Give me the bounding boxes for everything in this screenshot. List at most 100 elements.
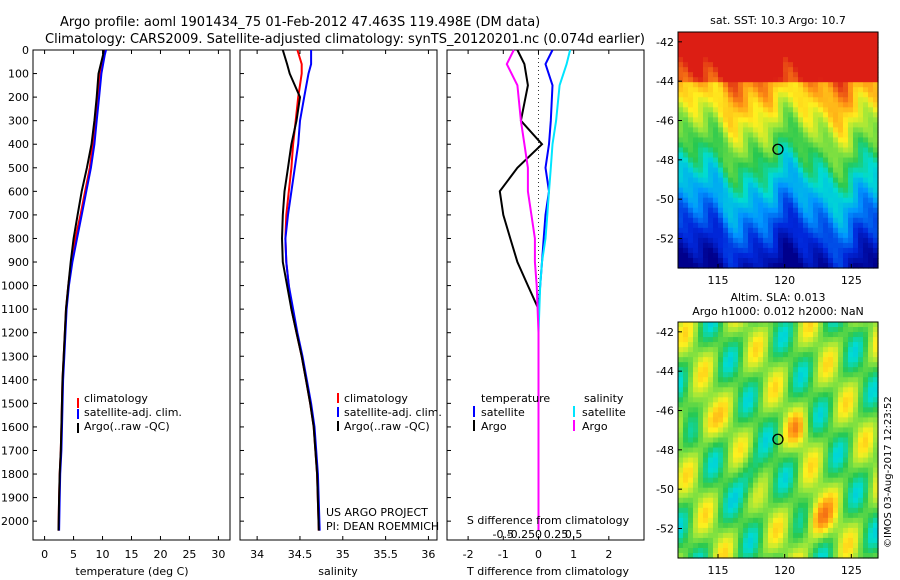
map-cell [813, 492, 819, 499]
map-cell [778, 167, 784, 174]
map-cell [873, 362, 879, 368]
map-cell [768, 452, 774, 459]
map-cell [773, 147, 779, 154]
map-cell [833, 107, 839, 113]
map-cell [803, 472, 809, 479]
map-cell [763, 42, 769, 48]
map-cell [813, 42, 819, 48]
map-cell [828, 67, 834, 73]
map-cell [743, 72, 749, 78]
map-cell [748, 207, 754, 214]
map-cell [743, 47, 749, 53]
map-cell [833, 367, 839, 373]
map-cell [853, 517, 859, 524]
map-cell [733, 532, 739, 539]
map-cell [793, 522, 799, 529]
map-cell [688, 407, 694, 413]
map-cell [823, 517, 829, 524]
map-cell [683, 332, 689, 338]
map-cell [713, 197, 719, 204]
map-cell [688, 162, 694, 169]
map-cell [843, 257, 849, 264]
map-cell [843, 527, 849, 534]
map-cell [843, 52, 849, 58]
map-cell [763, 77, 769, 83]
map-cell [703, 452, 709, 459]
map-cell [798, 47, 804, 53]
map-cell [683, 432, 689, 439]
map-cell [768, 52, 774, 58]
s-tick-label: -0.25 [507, 528, 535, 541]
map-cell [703, 197, 709, 204]
map-cell [728, 477, 734, 484]
map-cell [818, 367, 824, 373]
map-cell [733, 132, 739, 139]
map-cell [868, 102, 874, 108]
map-cell [778, 112, 784, 118]
map-cell [823, 87, 829, 93]
map-cell [788, 227, 794, 234]
map-cell [743, 222, 749, 229]
map-cell [758, 472, 764, 479]
map-cell [853, 42, 859, 48]
map-cell [753, 552, 759, 559]
map-cell [738, 502, 744, 509]
map-cell [718, 187, 724, 194]
map-cell [858, 157, 864, 164]
map-cell [788, 182, 794, 189]
map-cell [758, 72, 764, 78]
map-cell [688, 402, 694, 408]
map-cell [718, 97, 724, 103]
map-cell [838, 127, 844, 134]
map-cell [783, 72, 789, 78]
map-cell [718, 487, 724, 494]
map-cell [788, 402, 794, 408]
map-cell [728, 167, 734, 174]
map-cell [873, 157, 879, 164]
map-cell [873, 217, 879, 224]
map-cell [793, 242, 799, 249]
map-cell [858, 462, 864, 469]
map-cell [683, 127, 689, 134]
map-cell [753, 532, 759, 539]
map-cell [733, 107, 739, 113]
map-cell [718, 227, 724, 234]
map-cell [848, 187, 854, 194]
map-cell [823, 217, 829, 224]
map-cell [783, 217, 789, 224]
map-cell [858, 232, 864, 239]
map-cell [708, 357, 714, 363]
map-cell [788, 117, 794, 123]
map-cell [848, 427, 854, 434]
map-cell [858, 547, 864, 554]
map-cell [808, 72, 814, 78]
map-cell [678, 182, 684, 189]
map-cell [678, 132, 684, 139]
map-cell [803, 507, 809, 514]
map-cell [848, 447, 854, 454]
map-cell [783, 467, 789, 474]
map-cell [713, 172, 719, 179]
map-cell [863, 237, 869, 244]
map-cell [758, 452, 764, 459]
map-cell [743, 92, 749, 98]
map-cell [853, 392, 859, 398]
map-cell [733, 127, 739, 134]
map-cell [748, 542, 754, 549]
map-cell [843, 532, 849, 539]
map-cell [853, 332, 859, 338]
map-cell [808, 92, 814, 98]
map-cell [828, 512, 834, 519]
map-cell [678, 507, 684, 514]
map-cell [778, 242, 784, 249]
map-cell [868, 182, 874, 189]
map-cell [768, 372, 774, 378]
map-cell [718, 202, 724, 209]
map-cell [813, 92, 819, 98]
map-cell [768, 157, 774, 164]
map-cell [773, 152, 779, 159]
map-cell [808, 52, 814, 58]
map-cell [728, 552, 734, 559]
map-cell [833, 112, 839, 118]
map-cell [858, 392, 864, 398]
